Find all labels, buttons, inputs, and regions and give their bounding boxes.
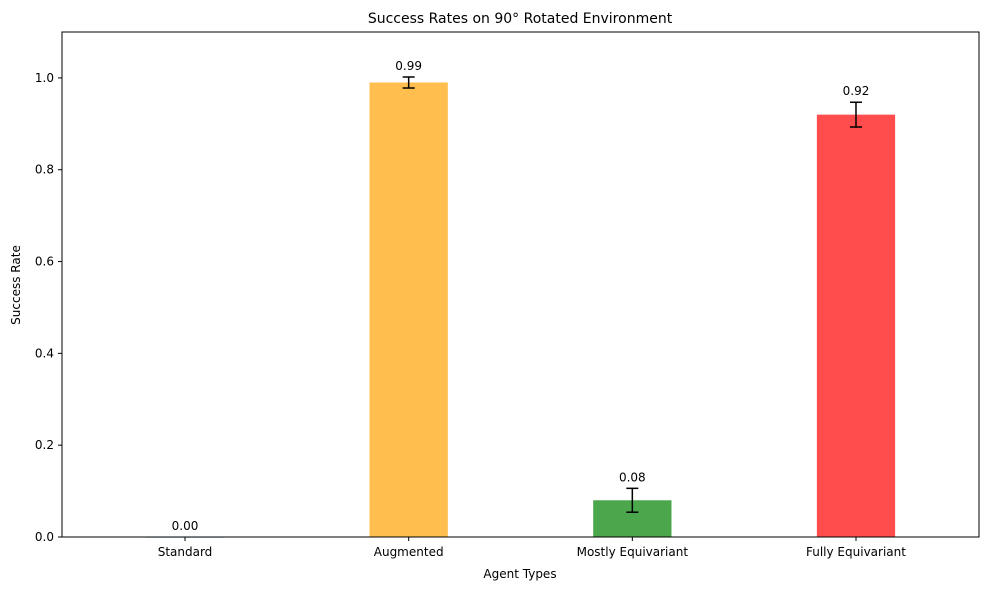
value-labels-layer: 0.00 0.99 0.08 0.92 — [172, 59, 870, 533]
value-label: 0.92 — [843, 84, 870, 98]
x-tick-label: Augmented — [374, 545, 444, 559]
x-tick-label: Fully Equivariant — [806, 545, 906, 559]
y-tick-label: 0.0 — [35, 530, 54, 544]
bar-augmented — [369, 82, 448, 537]
y-tick-label: 1.0 — [35, 71, 54, 85]
y-tick-label: 0.6 — [35, 255, 54, 269]
value-label: 0.00 — [172, 519, 199, 533]
bar-fully-equivariant — [816, 114, 896, 538]
plot-frame — [61, 31, 980, 538]
bars-layer — [145, 82, 896, 538]
x-tick-label: Mostly Equivariant — [577, 545, 689, 559]
error-bar — [849, 101, 862, 128]
y-tick-label: 0.4 — [35, 346, 54, 360]
y-tick-label: 0.8 — [35, 163, 54, 177]
x-axis-label: Agent Types — [483, 567, 556, 581]
error-bar — [402, 76, 415, 89]
x-tick-label: Standard — [158, 545, 213, 559]
value-label: 0.08 — [619, 470, 646, 484]
y-tick-label: 0.2 — [35, 438, 54, 452]
chart-title: Success Rates on 90° Rotated Environment — [368, 11, 673, 27]
value-label: 0.99 — [395, 59, 422, 73]
error-bar — [626, 487, 639, 513]
y-axis-label: Success Rate — [9, 245, 23, 325]
x-axis-ticks: Standard Augmented Mostly Equivariant Fully… — [158, 537, 906, 559]
y-axis-ticks: 0.0 0.2 0.4 0.6 0.8 1.0 — [35, 71, 62, 544]
errorbars-layer — [402, 76, 862, 513]
